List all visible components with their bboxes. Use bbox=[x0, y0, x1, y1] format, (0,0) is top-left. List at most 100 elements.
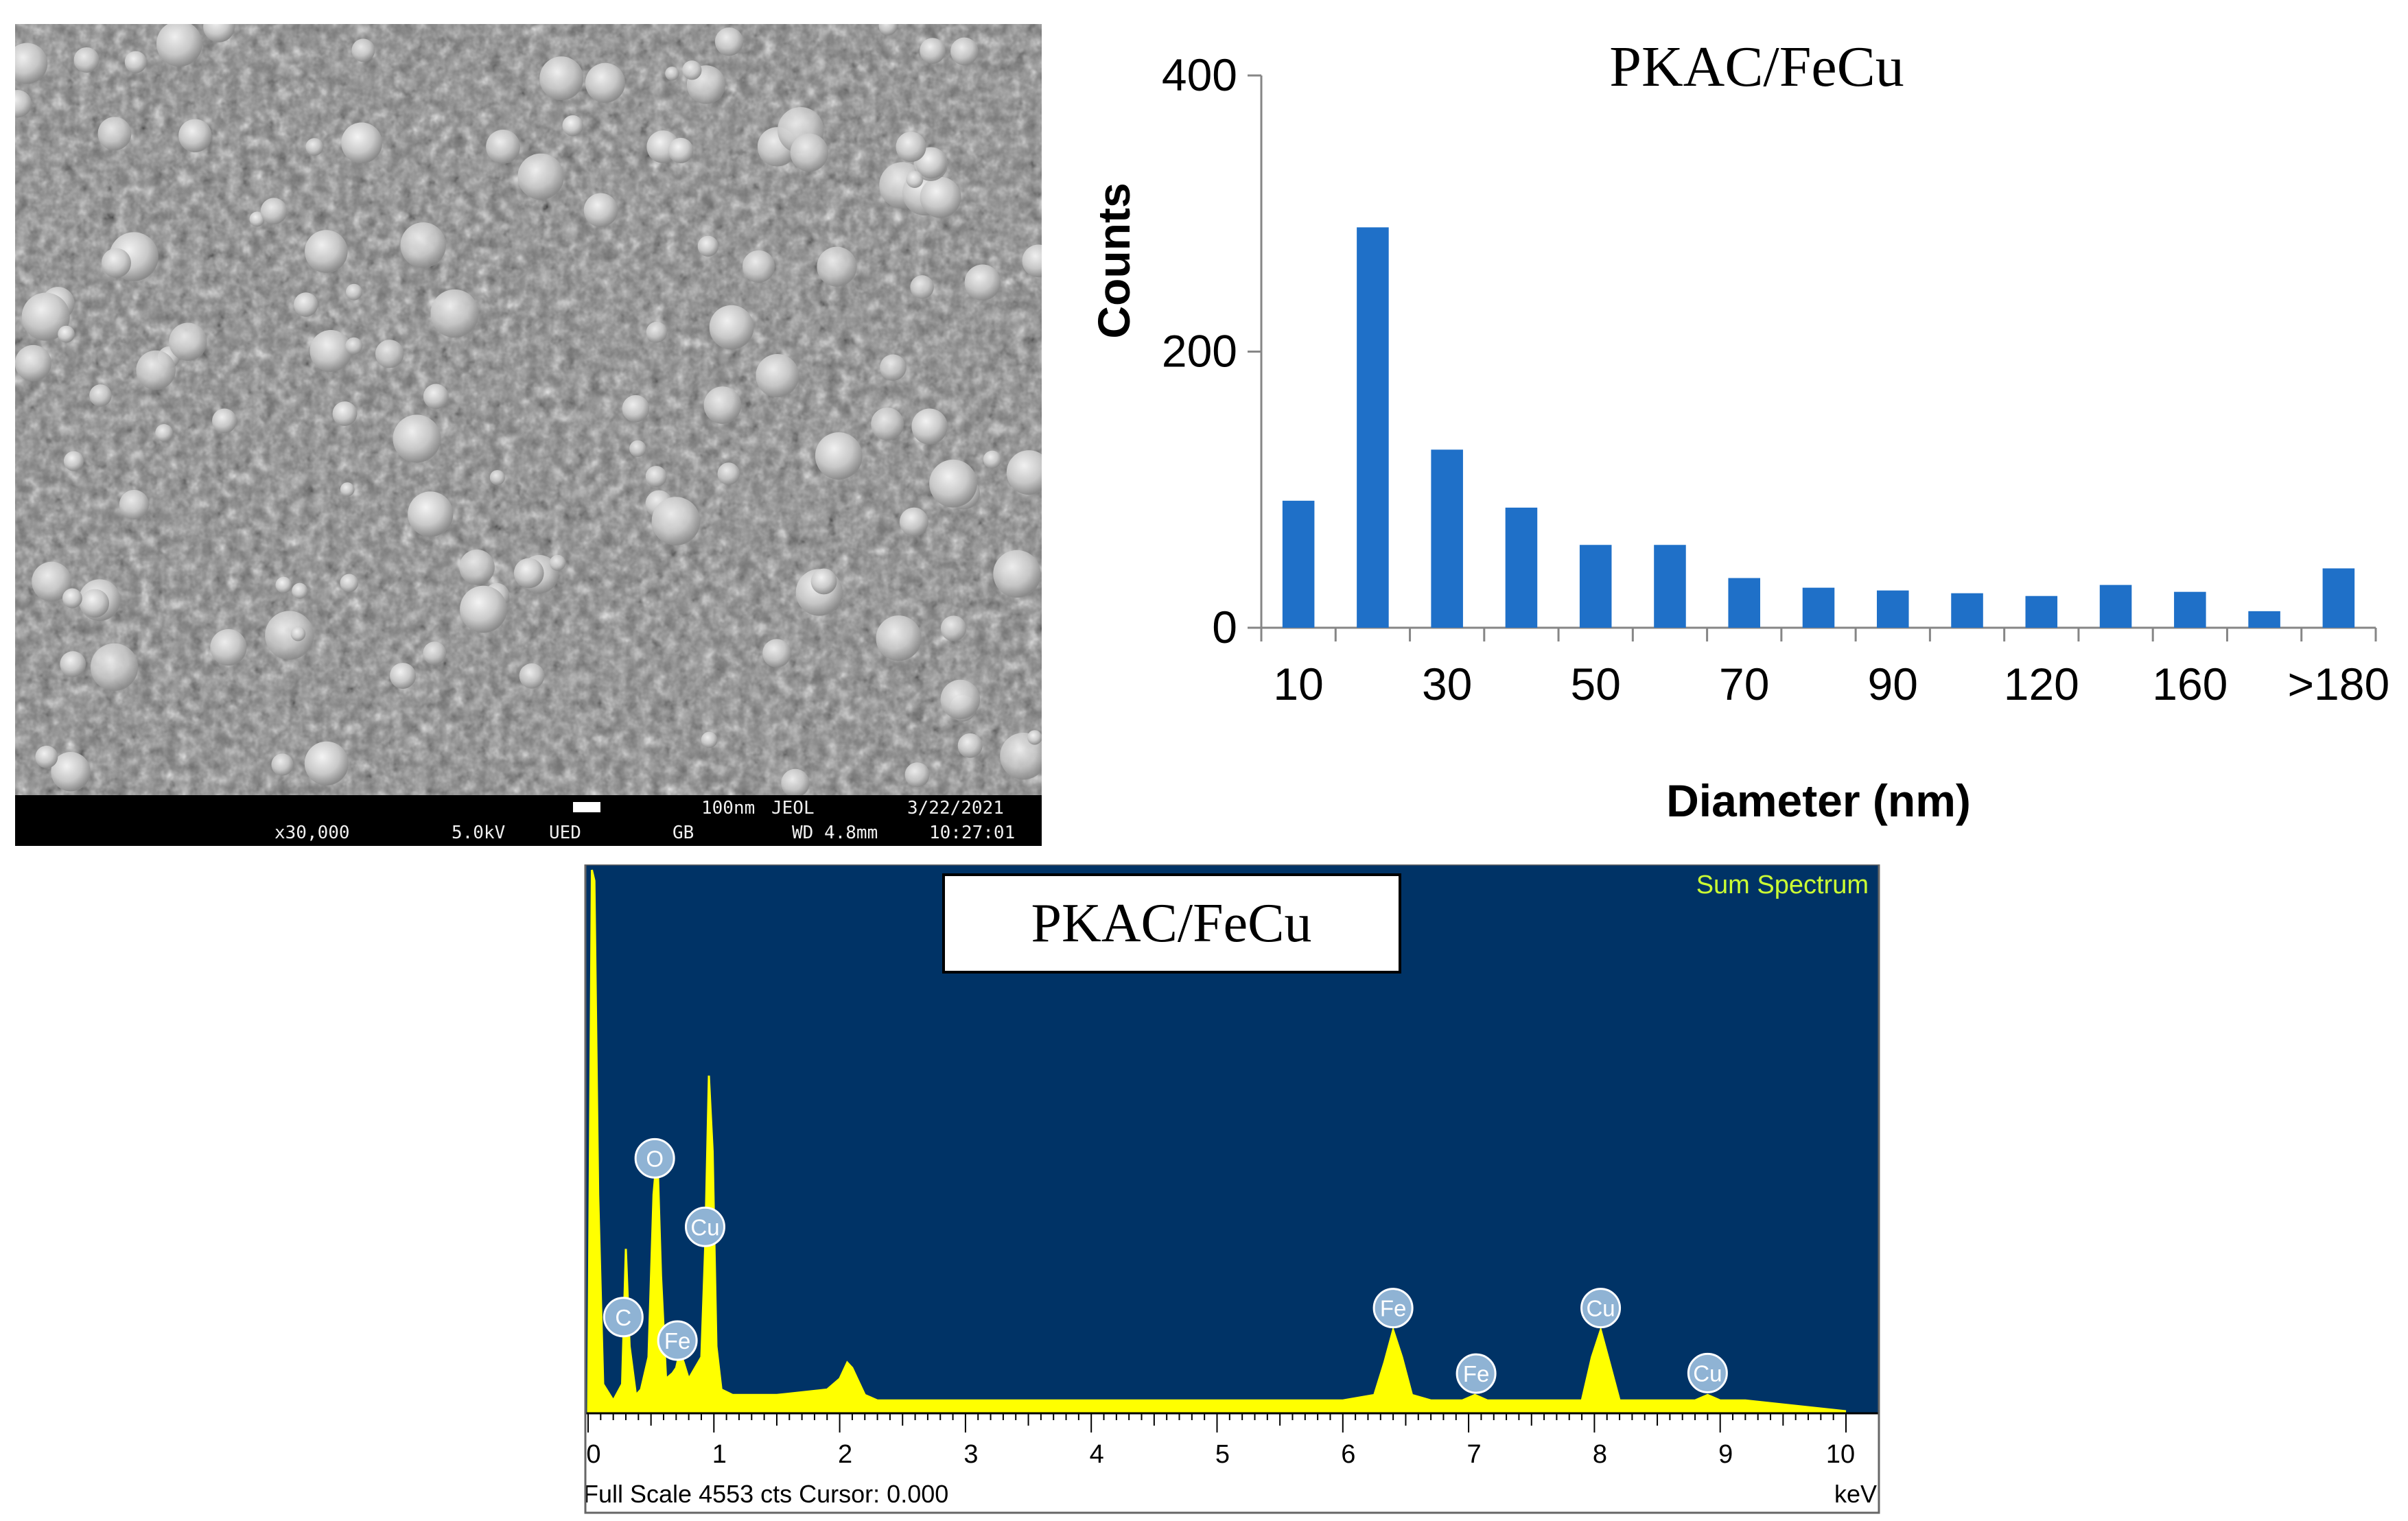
sem-particle bbox=[519, 663, 545, 689]
sem-particle bbox=[585, 62, 625, 103]
sem-image bbox=[15, 24, 1042, 795]
sem-particle bbox=[513, 558, 544, 589]
sem-particle bbox=[920, 38, 946, 64]
edx-x-tick-label: 9 bbox=[1718, 1440, 1733, 1469]
sem-particle bbox=[156, 24, 202, 67]
histogram-x-label: Diameter (nm) bbox=[1666, 775, 1971, 826]
sem-particle bbox=[408, 491, 454, 537]
sem-particle bbox=[668, 137, 694, 163]
sem-particle bbox=[292, 582, 308, 599]
edx-x-tick-label: 7 bbox=[1467, 1440, 1482, 1469]
sem-particle bbox=[265, 611, 314, 660]
histogram-title: PKAC/FeCu bbox=[1609, 35, 1904, 99]
sem-particle bbox=[1000, 732, 1042, 780]
sem-particle bbox=[915, 148, 947, 179]
sem-particle bbox=[871, 407, 904, 440]
sem-particle bbox=[714, 27, 744, 56]
sem-particle bbox=[459, 550, 495, 585]
sem-particle bbox=[815, 432, 863, 480]
sem-particle bbox=[950, 37, 979, 66]
histogram-bar bbox=[1357, 227, 1389, 628]
sem-particle bbox=[15, 344, 51, 382]
edx-x-tick-label: 2 bbox=[838, 1440, 852, 1469]
edx-x-tick-label: 8 bbox=[1593, 1440, 1607, 1469]
edx-peak-marker: Fe bbox=[1456, 1353, 1497, 1394]
edx-peak-label: Fe bbox=[664, 1328, 691, 1354]
edx-title-box: PKAC/FeCu bbox=[942, 873, 1401, 974]
sem-particle bbox=[899, 507, 928, 537]
sem-particle bbox=[305, 230, 348, 273]
sem-particle bbox=[717, 462, 740, 485]
edx-spectrum-curve bbox=[587, 869, 1847, 1413]
sem-particle bbox=[90, 643, 139, 692]
histogram-bar bbox=[2248, 611, 2280, 628]
edx-peak-marker: Cu bbox=[1687, 1352, 1728, 1393]
sem-particle bbox=[896, 131, 926, 163]
sem-particle bbox=[345, 283, 362, 300]
sem-particle bbox=[345, 337, 363, 355]
sem-particle bbox=[486, 129, 520, 164]
sem-scale-label: 100nm bbox=[701, 798, 756, 818]
sem-mode: GB bbox=[673, 823, 694, 843]
edx-peak-marker: Cu bbox=[1580, 1288, 1622, 1329]
histogram-bar bbox=[1431, 449, 1463, 628]
sem-particle bbox=[136, 350, 176, 390]
sem-particle bbox=[911, 408, 948, 445]
edx-x-tick-label: 3 bbox=[963, 1440, 978, 1469]
sem-particle bbox=[964, 264, 1001, 300]
sem-particle bbox=[489, 470, 505, 486]
sem-particle bbox=[906, 171, 924, 188]
sem-working-distance: WD 4.8mm bbox=[792, 823, 878, 843]
sem-particle bbox=[21, 292, 70, 341]
sem-particle bbox=[390, 663, 417, 689]
sem-particle bbox=[539, 56, 584, 101]
histogram-bar bbox=[1579, 545, 1612, 628]
sem-particle bbox=[271, 753, 294, 776]
sem-particle bbox=[423, 384, 449, 410]
sem-micrograph: 100nm JEOL 3/22/2021 x30,000 5.0kV UED G… bbox=[15, 24, 1042, 846]
edx-x-tick-label: 5 bbox=[1215, 1440, 1230, 1469]
edx-peak-marker: C bbox=[603, 1297, 644, 1338]
sem-particle bbox=[341, 122, 382, 164]
edx-peak-label: Cu bbox=[1586, 1296, 1615, 1321]
sem-particle bbox=[940, 679, 981, 720]
edx-x-tick-label: 4 bbox=[1090, 1440, 1104, 1469]
edx-peak-label: Fe bbox=[1380, 1296, 1407, 1321]
sem-particle bbox=[701, 731, 718, 748]
histogram-bar bbox=[2099, 585, 2132, 628]
histogram-x-ticks: 10 30 50 70 90 120 160 >180 bbox=[1260, 628, 2390, 709]
sem-particle bbox=[940, 615, 967, 641]
sem-particle bbox=[651, 497, 701, 545]
edx-x-tick-label: 6 bbox=[1341, 1440, 1355, 1469]
edx-peak-label: Cu bbox=[1693, 1360, 1722, 1386]
edx-spectrum: Sum Spectrum PKAC/FeCu C O Fe Cu Fe Fe Cu Cu 0 1… bbox=[580, 864, 1884, 1516]
histogram-x-tick-label: 50 bbox=[1570, 659, 1620, 709]
edx-peak-label: Cu bbox=[690, 1214, 719, 1240]
sem-particle bbox=[51, 752, 91, 792]
sem-particle bbox=[622, 394, 650, 423]
sem-particle bbox=[89, 384, 112, 407]
histogram-y-tick-label: 0 bbox=[1212, 602, 1237, 652]
sem-particle bbox=[810, 568, 837, 595]
sem-particle bbox=[817, 246, 857, 287]
sem-particle bbox=[73, 47, 100, 73]
histogram-x-tick-label: >180 bbox=[2288, 659, 2390, 709]
sem-particle bbox=[119, 489, 150, 520]
scale-bar bbox=[573, 802, 600, 812]
sem-time: 10:27:01 bbox=[929, 823, 1016, 843]
sem-particle bbox=[212, 408, 237, 434]
sem-particle bbox=[58, 325, 75, 343]
diameter-histogram: PKAC/FeCu Counts Diameter (nm) 0 200 400 1… bbox=[1088, 35, 2390, 826]
sem-particle bbox=[646, 321, 668, 343]
edx-peak-marker: Fe bbox=[1372, 1288, 1414, 1329]
sem-particle bbox=[309, 329, 352, 373]
edx-x-unit: keV bbox=[1834, 1480, 1877, 1508]
edx-peak-marker: O bbox=[634, 1137, 675, 1179]
edx-peak-label: Fe bbox=[1463, 1361, 1490, 1387]
sem-particle bbox=[562, 115, 583, 137]
sem-particle bbox=[430, 289, 479, 338]
sem-particle bbox=[80, 589, 110, 618]
sem-particle bbox=[781, 768, 810, 795]
sem-particle bbox=[682, 60, 702, 80]
edx-x-tick-label: 1 bbox=[712, 1440, 727, 1469]
